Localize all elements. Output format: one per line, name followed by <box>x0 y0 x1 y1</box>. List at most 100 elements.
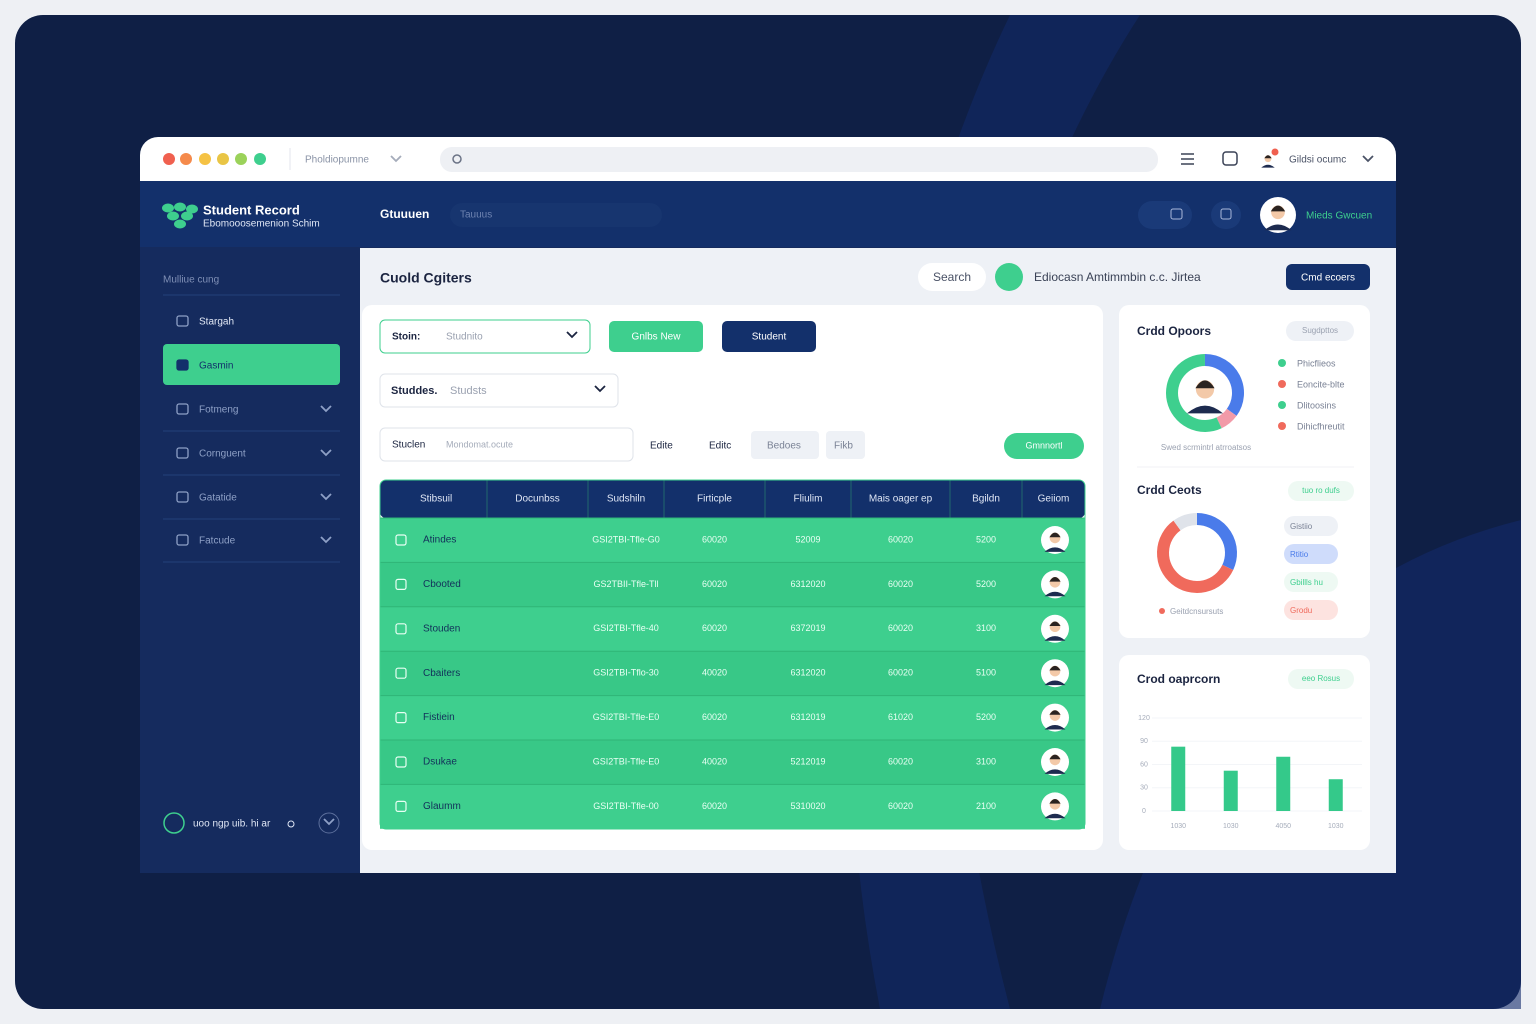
sidebar-item[interactable]: Fatcude <box>199 536 236 547</box>
table-row[interactable] <box>380 606 1085 652</box>
table-cell: Stouden <box>423 623 460 634</box>
icon-button[interactable] <box>1138 201 1192 229</box>
sidebar-item[interactable]: Gasmin <box>199 361 233 372</box>
row-checkbox[interactable] <box>395 711 407 724</box>
row-checkbox[interactable] <box>395 800 407 813</box>
chevron <box>1362 155 1374 163</box>
button-label: Student <box>752 332 787 343</box>
avatar-body <box>1044 813 1066 819</box>
info-text: Ediocasn Amtimmbin c.c. Jirtea <box>1034 270 1201 284</box>
chevron <box>320 405 332 413</box>
search-pill[interactable] <box>918 263 986 291</box>
table-row[interactable] <box>380 651 1085 696</box>
y-tick-label: 120 <box>1138 715 1150 722</box>
filter-tab[interactable]: Edite <box>650 441 673 452</box>
column-header: Firticple <box>697 494 732 505</box>
window-dot[interactable] <box>163 153 175 165</box>
header-search-text: Tauuus <box>460 210 492 221</box>
brand-subtitle: Ebomooosemenion Schim <box>203 219 320 230</box>
avatar-hair <box>1049 621 1061 626</box>
logo-leaf <box>167 211 179 221</box>
row-checkbox[interactable] <box>395 756 407 768</box>
table-cell: 52009 <box>795 534 820 544</box>
table-row[interactable] <box>380 562 1085 607</box>
button-primary[interactable] <box>1004 433 1084 459</box>
sidebar-item[interactable]: Cornguent <box>199 449 246 460</box>
avatar-hair <box>1195 380 1215 389</box>
button-primary[interactable] <box>609 321 703 352</box>
tag-label: Rtitio <box>1290 550 1309 559</box>
avatar-body <box>1187 405 1223 414</box>
table-cell: 5212019 <box>790 756 825 766</box>
row-checkbox[interactable] <box>395 534 407 546</box>
table-row[interactable] <box>380 695 1085 740</box>
sidebar-item[interactable]: Stargah <box>199 317 234 328</box>
row-checkbox[interactable] <box>395 623 407 635</box>
select[interactable] <box>379 319 591 354</box>
window-dot[interactable] <box>199 153 211 165</box>
table-row[interactable] <box>380 518 1085 563</box>
filter-tab[interactable]: Fikb <box>834 441 853 452</box>
sidebar-icon <box>176 534 189 546</box>
chat-icon[interactable] <box>1222 151 1238 166</box>
table-cell: GSI2TBI-Tfle-40 <box>593 623 659 633</box>
window-dot[interactable] <box>217 153 229 165</box>
donut-segment <box>1157 520 1234 593</box>
icon-button[interactable] <box>1211 201 1241 229</box>
window-dot[interactable] <box>254 153 266 165</box>
table-cell: Glaumm <box>423 801 461 812</box>
action-label: Cmd ecoers <box>1301 273 1355 284</box>
input[interactable] <box>379 427 634 462</box>
filter-tab[interactable]: Bedoes <box>767 441 801 452</box>
table-cell: Cbooted <box>423 579 461 590</box>
table-row[interactable] <box>380 740 1085 785</box>
table-header <box>380 480 1085 518</box>
header-search[interactable] <box>450 203 662 227</box>
table-cell: 5310020 <box>790 801 825 811</box>
table-cell: 5200 <box>976 712 996 722</box>
table-cell: 60020 <box>702 623 727 633</box>
table-cell: GSI2TBI-Tfle-E0 <box>593 756 660 766</box>
table-cell: 40020 <box>702 756 727 766</box>
donut-segment <box>1173 513 1198 531</box>
sidebar-item[interactable]: Gatatide <box>199 493 237 504</box>
tab-pill[interactable] <box>826 431 865 459</box>
card-badge <box>1286 321 1354 341</box>
chevron <box>320 449 332 457</box>
donut-segment <box>1196 513 1237 570</box>
table-cell: GSI2TBI-Tfle-00 <box>593 801 659 811</box>
caption-dot <box>1159 608 1165 614</box>
table-cell: 60020 <box>702 579 727 589</box>
select-label: Studdes. <box>391 385 437 397</box>
input-label: Stuclen <box>392 440 425 451</box>
filter-tab[interactable]: Editc <box>709 441 731 452</box>
window-dot[interactable] <box>180 153 192 165</box>
footer-toggle[interactable] <box>318 812 340 834</box>
button-dark[interactable] <box>722 321 816 352</box>
x-tick-label: 1030 <box>1328 823 1344 830</box>
button-label: Gnlbs New <box>632 332 682 343</box>
logo-leaf <box>186 204 198 214</box>
row-checkbox[interactable] <box>395 667 407 679</box>
footer-dot <box>287 820 295 828</box>
sidebar-icon <box>176 359 189 371</box>
table-cell: 60020 <box>888 801 913 811</box>
column-header: Docunbss <box>515 494 559 505</box>
avatar-body <box>1044 769 1066 774</box>
table-outline <box>379 479 1086 830</box>
logo-leaf <box>162 203 174 213</box>
legend-label: Dihicfhreutit <box>1297 421 1345 431</box>
table-cell: 5200 <box>976 579 996 589</box>
sidebar-item[interactable]: Fotmeng <box>199 405 238 416</box>
table-row[interactable] <box>380 784 1085 829</box>
select[interactable] <box>379 373 619 408</box>
window-dot[interactable] <box>235 153 247 165</box>
address-bar[interactable] <box>440 147 1158 172</box>
row-checkbox[interactable] <box>395 578 407 591</box>
chevron <box>566 331 578 339</box>
y-tick-label: 60 <box>1140 761 1148 768</box>
sidebar-item-active[interactable] <box>163 344 340 385</box>
action-button[interactable] <box>1286 264 1370 290</box>
card-badge <box>1288 481 1354 501</box>
tab-pill[interactable] <box>751 431 819 459</box>
